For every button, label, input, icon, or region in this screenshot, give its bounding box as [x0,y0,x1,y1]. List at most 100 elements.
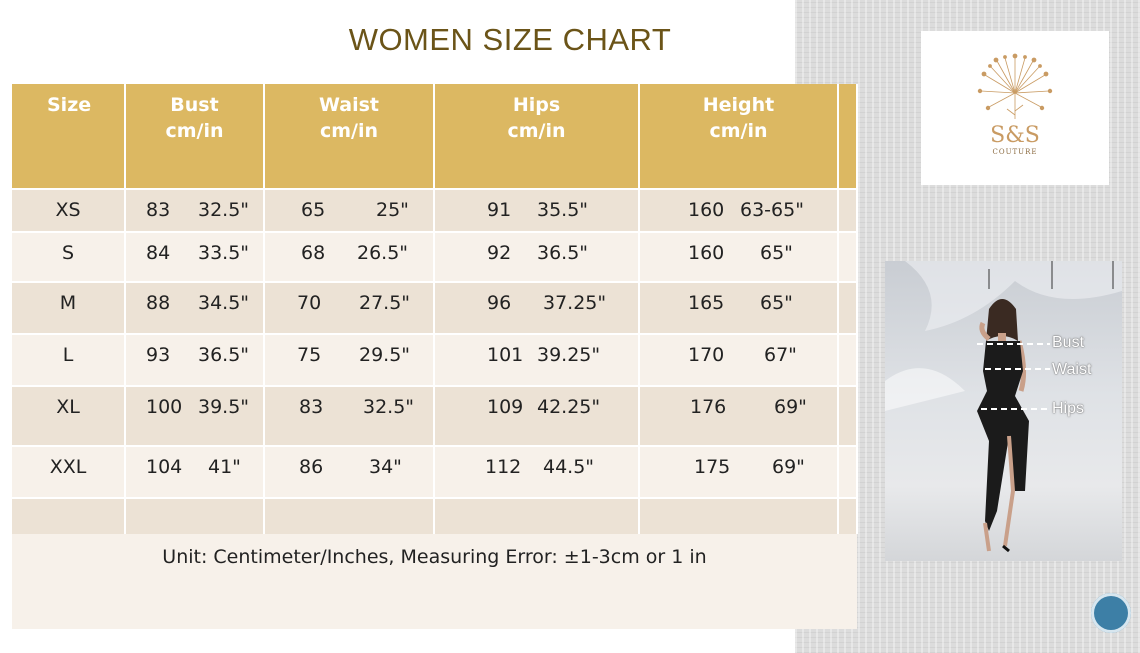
height-cell: 170 67" [639,333,839,386]
empty-cell [838,497,858,534]
header-waist-label: Waist [318,94,379,116]
bust-in: 39.5" [198,396,250,418]
waist-cell: 65 25" [264,188,435,232]
hips-cell: 109 42.25" [434,385,640,446]
header-hips: Hips cm/in [434,84,640,189]
table-row: XS 83 32.5" 65 25" 91 35.5" 160 63-65" [12,188,858,232]
waist-in: 32.5" [363,396,415,418]
hips-cm: 91 [487,199,512,221]
height-cm: 175 [694,456,731,478]
empty-cell [12,497,126,534]
height-cm: 160 [688,242,725,264]
waist-cell: 70 27.5" [264,281,435,334]
header-height-unit: cm/in [709,120,768,142]
waist-cell: 75 29.5" [264,333,435,386]
bust-cm: 83 [146,199,171,221]
table-row: XL 100 39.5" 83 32.5" 109 42.25" 176 69" [12,385,858,446]
hips-in: 42.25" [537,396,601,418]
slide-nav-button[interactable] [1091,593,1131,633]
hips-cm: 92 [487,242,512,264]
waist-in: 34" [369,456,402,478]
bust-cm: 93 [146,344,171,366]
logo-text: S&S [990,123,1040,148]
waist-cm: 83 [299,396,324,418]
table-row-empty [12,497,858,534]
bust-cell: 93 36.5" [125,333,265,386]
logo-subtext: COUTURE [992,148,1038,156]
hips-in: 37.25" [543,292,607,314]
hips-cell: 112 44.5" [434,445,640,498]
bust-cm: 100 [146,396,183,418]
height-in: 69" [772,456,805,478]
hips-in: 44.5" [543,456,595,478]
size-table: Size Bust cm/in Waist cm/in Hips cm/in H… [12,84,858,534]
header-bust-label: Bust [170,94,219,116]
waist-cm: 70 [297,292,322,314]
hips-cm: 109 [487,396,524,418]
spacer-cell [838,281,858,334]
empty-cell [639,497,839,534]
height-cm: 176 [690,396,727,418]
bust-cm: 88 [146,292,171,314]
height-cell: 160 65" [639,231,839,282]
hips-in: 39.25" [537,344,601,366]
height-in: 69" [774,396,807,418]
height-in: 67" [764,344,797,366]
spacer-cell [838,231,858,282]
hips-cell: 96 37.25" [434,281,640,334]
waist-in: 25" [376,199,409,221]
header-waist-unit: cm/in [319,120,379,142]
size-cell: M [12,281,126,334]
waist-cell: 68 26.5" [264,231,435,282]
hips-cell: 91 35.5" [434,188,640,232]
bust-cm: 104 [146,456,183,478]
bust-cell: 104 41" [125,445,265,498]
spacer-cell [838,333,858,386]
empty-cell [434,497,640,534]
spacer-cell [838,188,858,232]
height-in: 65" [760,242,793,264]
spacer-cell [838,385,858,446]
height-cm: 170 [688,344,725,366]
hips-cm: 101 [487,344,524,366]
height-cell: 175 69" [639,445,839,498]
size-cell: XL [12,385,126,446]
waist-cell: 83 32.5" [264,385,435,446]
height-in: 65" [760,292,793,314]
table-row: M 88 34.5" 70 27.5" 96 37.25" 165 65" [12,281,858,334]
bust-cell: 88 34.5" [125,281,265,334]
header-spacer [838,84,858,189]
header-bust-unit: cm/in [165,120,224,142]
header-height-label: Height [702,94,775,116]
measurement-note: Unit: Centimeter/Inches, Measuring Error… [162,546,707,568]
hips-cell: 92 36.5" [434,231,640,282]
model-figure-image [885,261,1122,553]
height-cm: 160 [688,199,725,221]
header-height: Height cm/in [639,84,839,189]
hips-cm: 96 [487,292,512,314]
label-hips: Hips [1052,400,1085,417]
waist-cm: 86 [299,456,324,478]
table-header-row: Size Bust cm/in Waist cm/in Hips cm/in H… [12,84,858,189]
waist-cell: 86 34" [264,445,435,498]
bust-cell: 100 39.5" [125,385,265,446]
height-cm: 165 [688,292,725,314]
bust-in: 41" [208,456,241,478]
waist-cm: 68 [301,242,326,264]
size-cell: L [12,333,126,386]
size-cell: S [12,231,126,282]
height-in: 63-65" [740,199,804,221]
table-row: S 84 33.5" 68 26.5" 92 36.5" 160 65" [12,231,858,282]
bust-in: 32.5" [198,199,250,221]
hips-cm: 112 [485,456,522,478]
label-waist: Waist [1052,361,1092,378]
dandelion-logo-icon [977,53,1053,119]
header-hips-label: Hips [512,94,561,116]
empty-cell [125,497,265,534]
height-cell: 160 63-65" [639,188,839,232]
spacer-cell [838,445,858,498]
header-bust: Bust cm/in [125,84,265,189]
hips-cell: 101 39.25" [434,333,640,386]
header-size: Size [12,84,126,189]
bust-cell: 84 33.5" [125,231,265,282]
